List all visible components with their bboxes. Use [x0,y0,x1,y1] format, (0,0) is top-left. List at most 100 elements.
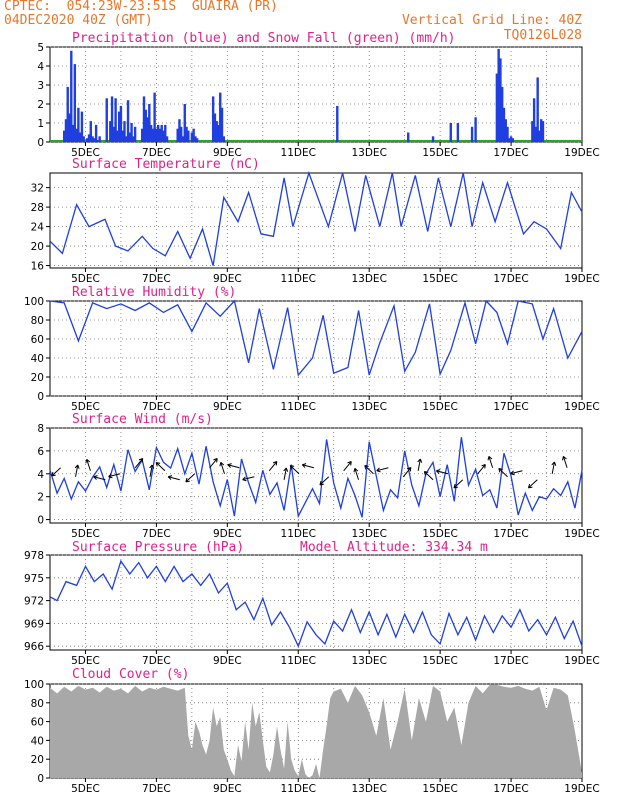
x-tick-label: 17DEC [493,147,528,159]
precip-bar [183,104,186,142]
precip-bar [141,128,144,142]
wind-arrowhead [353,467,359,473]
precip-bar [534,126,538,142]
station-header: CPTEC: 054:23W-23:51S GUAIRA (PR) [4,0,278,14]
precip-bar [149,124,153,142]
wind-arrowhead [74,464,80,469]
precip-bar [144,109,147,142]
wind-arrowhead [51,471,56,477]
wind-arrowhead [487,455,493,461]
precip-bar [153,92,156,142]
x-tick-label: 9DEC [213,655,242,667]
wind-arrowhead [85,458,91,464]
grid-note: Vertical Grid Line: 40Z [401,13,582,28]
precip-bar [176,128,179,142]
x-tick-label: 9DEC [213,147,242,159]
y-tick-label: 40 [31,735,44,747]
x-tick-label: 7DEC [142,655,171,667]
panel-frame [49,172,583,269]
precip-bar [80,111,84,142]
wind-arrowhead [347,461,352,466]
y-tick-label: 40 [31,353,44,365]
precip-bar [151,128,155,142]
wind-arrow [108,473,121,478]
x-tick-label: 11DEC [281,273,316,285]
x-tick-label: 5DEC [71,147,100,159]
wind-arrowhead [108,473,113,479]
x-tick-label: 13DEC [351,783,386,795]
precip-bar [132,136,135,142]
precip-bar [86,138,89,142]
precip-bar [538,130,541,142]
precip-bar [162,130,165,142]
x-tick-label: 15DEC [422,401,457,413]
wind-arrowhead [283,467,289,472]
precip-bar [96,140,100,142]
x-tick-label: 15DEC [422,147,457,159]
y-tick-label: 1 [37,118,44,130]
wind-arrowhead [562,455,567,461]
series-line [49,559,583,648]
wind-arrowhead [185,477,190,483]
wind-arrowhead [423,471,429,476]
wind-arrow [498,468,508,478]
y-tick-label: 20 [31,754,44,766]
precip-bar [77,107,80,142]
precip-bar [148,104,151,142]
panel-frame [49,300,583,397]
wind-arrow [528,479,538,489]
precip-bar [217,124,220,142]
precip-bar [105,98,108,142]
panel-title: Surface Temperature (nC) [72,157,260,172]
x-tick-label: 19DEC [564,147,599,159]
precip-bar [215,121,218,142]
y-tick-label: 80 [31,698,44,710]
panel-subtitle: Model Altitude: 334.34 m [300,540,488,555]
wind-arrow [220,462,225,474]
y-tick-label: 80 [31,315,44,327]
x-tick-label: 17DEC [493,401,528,413]
panel-title: Precipitation (blue) and Snow Fall (gree… [72,31,456,46]
x-tick-label: 13DEC [351,401,386,413]
y-tick-label: 6 [37,446,44,458]
precip-bar [190,132,194,142]
precip-bar [87,134,91,142]
precip-bar [119,105,123,142]
panel-title: Relative Humidity (%) [72,285,236,300]
wind-arrow [149,464,153,477]
precip-bar [73,64,77,142]
x-tick-label: 13DEC [351,655,386,667]
wind-arrowhead [551,461,557,466]
wind-arrow [289,465,300,475]
panel-title: Surface Wind (m/s) [72,412,213,427]
x-tick-label: 5DEC [71,273,100,285]
precip-bar [116,130,119,142]
y-tick-label: 969 [24,618,44,630]
precip-bar [110,96,114,142]
precip-bar [192,128,195,142]
wind-arrowhead [435,469,441,474]
precip-bar [187,130,190,142]
wind-arrow [488,456,494,468]
precip-bar [541,121,545,142]
precip-bar [98,136,101,142]
x-tick-label: 17DEC [493,783,528,795]
y-tick-label: 0 [37,515,44,527]
wind-arrow [302,464,314,469]
wind-arrowhead [93,475,98,480]
wind-arrow [155,462,166,472]
cloud-cover-area [50,684,582,778]
wind-arrow [86,459,91,471]
datetime-header: 04DEC2020 40Z (GMT) [4,13,153,28]
precip-bar [156,124,160,142]
precip-bar [71,124,75,142]
precip-bar [185,126,188,142]
precip-bar [511,138,515,142]
series-line [49,437,583,519]
wind-arrow [268,461,278,472]
y-tick-label: 8 [37,423,44,435]
wind-arrow [51,467,61,477]
y-tick-label: 16 [31,261,45,273]
x-tick-label: 7DEC [142,147,171,159]
wind-arrowhead [219,461,225,467]
